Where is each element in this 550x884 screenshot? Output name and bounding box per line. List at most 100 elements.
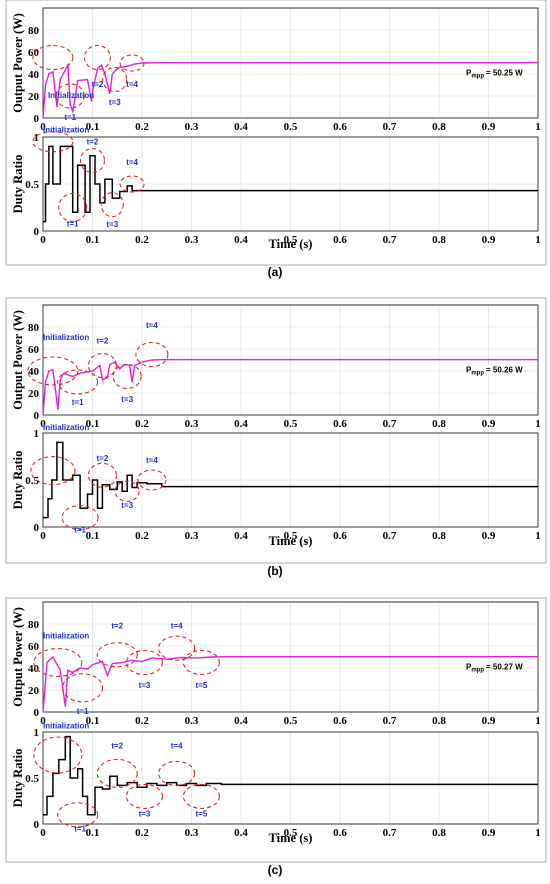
power-x-tick-label: 0.5 [284, 715, 298, 727]
power-x-tick-label: 0.4 [234, 715, 248, 727]
power-y-tick-label: 40 [28, 69, 40, 81]
duty-x-tick-label: 0.1 [86, 234, 100, 246]
panel-label: (c) [268, 863, 283, 877]
power-y-tick-label: 40 [28, 366, 40, 378]
power-annotation-circle [57, 369, 99, 395]
power-y-tick-label: 20 [28, 388, 40, 400]
panel-frame [5, 297, 547, 564]
power-annotation-label: t=3 [121, 395, 133, 404]
duty-x-tick-label: 1 [535, 234, 541, 246]
x-axis-label: Time (s) [269, 831, 313, 845]
duty-x-tick-label: 0.1 [86, 827, 100, 839]
duty-annotation-circle [100, 192, 124, 218]
mpp-power-label: Pmpp = 50.27 W [466, 663, 523, 674]
power-annotation-label: t=1 [64, 113, 76, 122]
power-y-tick-label: 80 [28, 322, 40, 334]
mpp-label-symbol: P [466, 69, 472, 78]
duty-x-tick-label: 0.5 [284, 827, 298, 839]
power-y-tick-label: 20 [28, 685, 40, 697]
power-x-tick-label: 1 [535, 418, 541, 430]
power-x-tick-label: 0.3 [185, 418, 199, 430]
power-x-tick-label: 0.2 [135, 121, 149, 133]
power-x-tick-label: 0.5 [284, 121, 298, 133]
duty-x-tick-label: 0.9 [482, 827, 496, 839]
duty-annotation-label: t=1 [74, 824, 86, 833]
duty-series-line [43, 145, 538, 223]
duty-x-tick-label: 0.5 [284, 234, 298, 246]
duty-x-tick-label: 0.5 [284, 530, 298, 542]
power-x-tick-label: 0.9 [482, 715, 496, 727]
mpp-power-label: Pmpp = 50.25 W [466, 69, 523, 80]
power-annotation-label: t=5 [196, 681, 208, 690]
power-annotation-circle [112, 363, 142, 390]
duty-x-tick-label: 0.3 [185, 530, 199, 542]
duty-annotation-label: t=2 [87, 138, 99, 147]
power-annotation-label: Initialization [43, 631, 89, 640]
power-annotation-label: t=1 [72, 398, 84, 407]
power-y-tick-label: 20 [28, 91, 40, 103]
duty-series-line [43, 735, 538, 816]
duty-y-tick-label: 0 [34, 226, 40, 238]
duty-annotation-label: t=4 [171, 742, 183, 751]
duty-annotation-circle [137, 469, 167, 491]
duty-y-tick-label: 0 [34, 819, 40, 831]
power-x-tick-label: 0.6 [333, 121, 347, 133]
power-series-line [42, 359, 538, 416]
duty-annotation-label: t=1 [74, 526, 86, 535]
power-axis-label: Output Power (W) [11, 310, 25, 410]
power-annotation-label: t=4 [146, 321, 158, 330]
duty-annotation-label: t=2 [97, 454, 109, 463]
power-annotation-circle [87, 352, 117, 379]
duty-x-tick-label: 0.8 [432, 234, 446, 246]
duty-annotation-label: t=3 [139, 810, 151, 819]
power-annotation-circle [119, 54, 145, 72]
power-x-tick-label: 1 [535, 121, 541, 133]
power-annotation-label: t=2 [97, 337, 109, 346]
power-annotation-circle [96, 642, 138, 668]
mpp-label-symbol: P [466, 366, 472, 375]
duty-y-tick-label: 0.5 [25, 773, 39, 785]
duty-annotation-circle [114, 480, 140, 502]
power-x-tick-label: 1 [535, 715, 541, 727]
power-annotation-circle [32, 44, 74, 71]
power-y-tick-label: 60 [28, 641, 40, 653]
duty-annotation-label: t=5 [196, 810, 208, 819]
duty-x-tick-label: 0.7 [383, 827, 397, 839]
power-annotation-label: t=3 [109, 98, 121, 107]
duty-x-tick-label: 0 [40, 827, 46, 839]
x-axis-label: Time (s) [269, 237, 313, 251]
duty-annotation-label: Initialization [43, 423, 89, 432]
duty-axis-label: Duty Ratio [11, 451, 25, 510]
duty-annotation-circle [158, 760, 196, 786]
power-x-tick-label: 0.6 [333, 418, 347, 430]
power-annotation-circle [102, 66, 128, 93]
power-annotation-label: t=3 [139, 681, 151, 690]
power-annotation-circle [158, 635, 196, 661]
power-annotation-label: t=2 [111, 621, 123, 630]
duty-x-tick-label: 1 [535, 827, 541, 839]
mpp-label-value: = 50.27 W [486, 663, 523, 672]
duty-y-tick-label: 0 [34, 522, 40, 534]
power-annotation-circle [55, 83, 85, 109]
duty-y-tick-label: 0.5 [25, 475, 39, 487]
duty-x-tick-label: 0 [40, 530, 46, 542]
power-x-tick-label: 0.1 [86, 715, 100, 727]
power-axis-label: Output Power (W) [11, 13, 25, 113]
duty-annotation-label: t=3 [106, 220, 118, 229]
power-y-tick-label: 60 [28, 47, 40, 59]
duty-annotation-circle [32, 131, 74, 153]
duty-annotation-circle [33, 736, 83, 774]
power-annotation-label: t=2 [92, 80, 104, 89]
power-x-tick-label: 0 [40, 715, 46, 727]
duty-annotation-label: t=3 [121, 501, 133, 510]
power-y-tick-label: 80 [28, 619, 40, 631]
power-x-tick-label: 0.4 [234, 418, 248, 430]
duty-annotation-circle [57, 802, 99, 828]
power-x-tick-label: 0.3 [185, 121, 199, 133]
power-annotation-label: Initialization [43, 333, 89, 342]
duty-x-tick-label: 0.2 [135, 827, 149, 839]
panel-label: (a) [268, 265, 283, 279]
power-y-tick-label: 0 [34, 410, 40, 422]
power-x-tick-label: 0.7 [383, 418, 397, 430]
